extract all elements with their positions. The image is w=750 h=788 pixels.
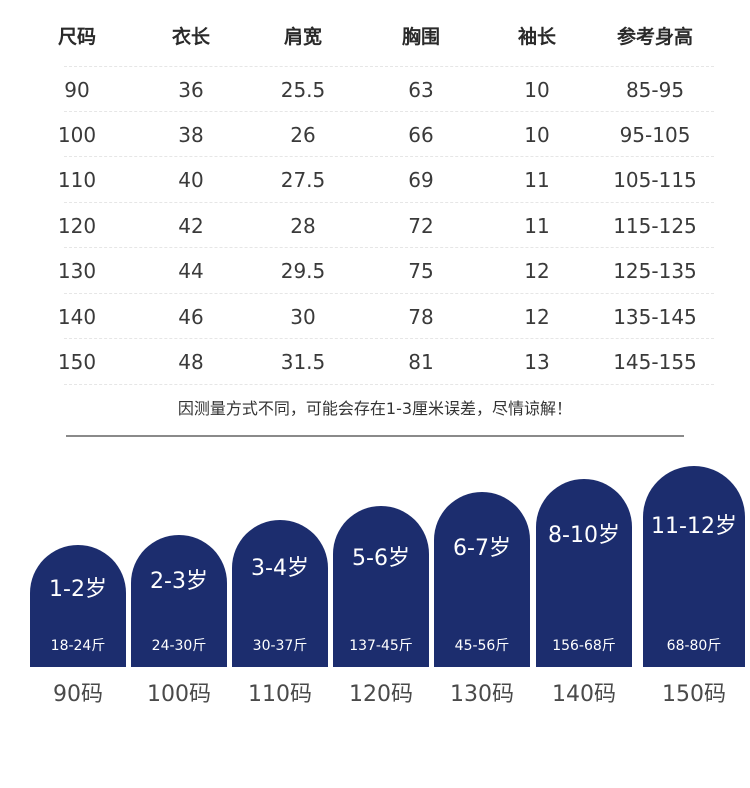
cell-sleeve: 12 xyxy=(524,259,550,283)
cell-chest: 75 xyxy=(408,259,434,283)
cell-length: 46 xyxy=(178,305,204,329)
table-row: 120 42 28 72 11 115-125 xyxy=(30,203,730,249)
cell-chest: 63 xyxy=(408,78,434,102)
table-row: 100 38 26 66 10 95-105 xyxy=(30,112,730,158)
row-separator xyxy=(64,202,714,203)
cell-length: 44 xyxy=(178,259,204,283)
weight-range: 137-45斤 xyxy=(349,638,413,654)
age-range: 11-12岁 xyxy=(651,514,737,539)
weight-range: 18-24斤 xyxy=(50,638,106,654)
table-row: 140 46 30 78 12 135-145 xyxy=(30,294,730,340)
table-row: 110 40 27.5 69 11 105-115 xyxy=(30,157,730,203)
age-range: 3-4岁 xyxy=(251,556,309,581)
cell-length: 48 xyxy=(178,350,204,374)
row-separator xyxy=(64,156,714,157)
cell-length: 36 xyxy=(178,78,204,102)
cell-shoulder: 31.5 xyxy=(280,350,326,374)
cell-chest: 69 xyxy=(408,168,434,192)
cell-sleeve: 12 xyxy=(524,305,550,329)
cell-sleeve: 10 xyxy=(524,123,550,147)
size-label-100: 100码 xyxy=(147,682,211,707)
header-sleeve: 袖长 xyxy=(517,26,556,48)
cell-size: 110 xyxy=(57,168,97,192)
cell-length: 40 xyxy=(178,168,204,192)
cell-sleeve: 10 xyxy=(524,78,550,102)
table-header-row: 尺码 衣长 肩宽 胸围 袖长 参考身高 xyxy=(30,14,730,60)
row-separator xyxy=(64,247,714,248)
table-row: 150 48 31.5 81 13 145-155 xyxy=(30,339,730,385)
size-label-150: 150码 xyxy=(662,682,726,707)
cell-shoulder: 30 xyxy=(290,305,316,329)
header-shoulder: 肩宽 xyxy=(283,26,322,48)
cell-chest: 66 xyxy=(408,123,434,147)
cell-length: 38 xyxy=(178,123,204,147)
header-height: 参考身高 xyxy=(616,26,693,48)
cell-shoulder: 26 xyxy=(290,123,316,147)
cell-height: 85-95 xyxy=(625,78,685,102)
cell-shoulder: 28 xyxy=(290,214,316,238)
row-separator xyxy=(64,338,714,339)
age-card-90: 1-2岁 18-24斤 xyxy=(30,545,126,667)
size-label-130: 130码 xyxy=(450,682,514,707)
cell-size: 100 xyxy=(57,123,97,147)
table-row: 90 36 25.5 63 10 85-95 xyxy=(30,67,730,113)
weight-range: 30-37斤 xyxy=(252,638,308,654)
row-separator xyxy=(64,384,714,385)
row-separator xyxy=(64,66,714,67)
cell-sleeve: 11 xyxy=(524,168,550,192)
row-separator xyxy=(64,293,714,294)
weight-range: 68-80斤 xyxy=(666,638,722,654)
age-range: 5-6岁 xyxy=(352,546,410,571)
cell-chest: 72 xyxy=(408,214,434,238)
header-size: 尺码 xyxy=(57,26,96,48)
measurement-note: 因测量方式不同，可能会存在1-3厘米误差，尽情谅解！ xyxy=(177,399,573,418)
cell-height: 105-115 xyxy=(613,168,697,192)
cell-shoulder: 29.5 xyxy=(280,259,326,283)
divider-line xyxy=(66,435,684,437)
age-card-120: 5-6岁 137-45斤 xyxy=(333,506,429,667)
row-separator xyxy=(64,111,714,112)
size-label-90: 90码 xyxy=(53,682,103,707)
cell-chest: 78 xyxy=(408,305,434,329)
cell-size: 140 xyxy=(57,305,97,329)
cell-shoulder: 25.5 xyxy=(280,78,326,102)
cell-sleeve: 13 xyxy=(524,350,550,374)
cell-size: 120 xyxy=(57,214,97,238)
age-card-140: 8-10岁 156-68斤 xyxy=(536,479,632,667)
cell-height: 95-105 xyxy=(619,123,691,147)
weight-range: 24-30斤 xyxy=(151,638,207,654)
age-range: 6-7岁 xyxy=(453,536,511,561)
weight-range: 45-56斤 xyxy=(454,638,510,654)
age-card-150: 11-12岁 68-80斤 xyxy=(643,466,745,667)
cell-chest: 81 xyxy=(408,350,434,374)
size-label-110: 110码 xyxy=(248,682,312,707)
age-card-110: 3-4岁 30-37斤 xyxy=(232,520,328,667)
table-row: 130 44 29.5 75 12 125-135 xyxy=(30,248,730,294)
cell-height: 135-145 xyxy=(613,305,697,329)
cell-height: 115-125 xyxy=(613,214,697,238)
cell-shoulder: 27.5 xyxy=(280,168,326,192)
size-label-140: 140码 xyxy=(552,682,616,707)
cell-size: 90 xyxy=(64,78,90,102)
cell-length: 42 xyxy=(178,214,204,238)
cell-height: 145-155 xyxy=(613,350,697,374)
age-range: 8-10岁 xyxy=(548,523,620,548)
cell-sleeve: 11 xyxy=(524,214,550,238)
header-chest: 胸围 xyxy=(401,26,440,48)
size-label-120: 120码 xyxy=(349,682,413,707)
weight-range: 156-68斤 xyxy=(552,638,616,654)
header-length: 衣长 xyxy=(171,26,210,48)
age-card-100: 2-3岁 24-30斤 xyxy=(131,535,227,667)
age-range: 2-3岁 xyxy=(150,569,208,594)
cell-height: 125-135 xyxy=(613,259,697,283)
age-card-130: 6-7岁 45-56斤 xyxy=(434,492,530,667)
age-range: 1-2岁 xyxy=(49,577,107,602)
cell-size: 150 xyxy=(57,350,97,374)
cell-size: 130 xyxy=(57,259,97,283)
